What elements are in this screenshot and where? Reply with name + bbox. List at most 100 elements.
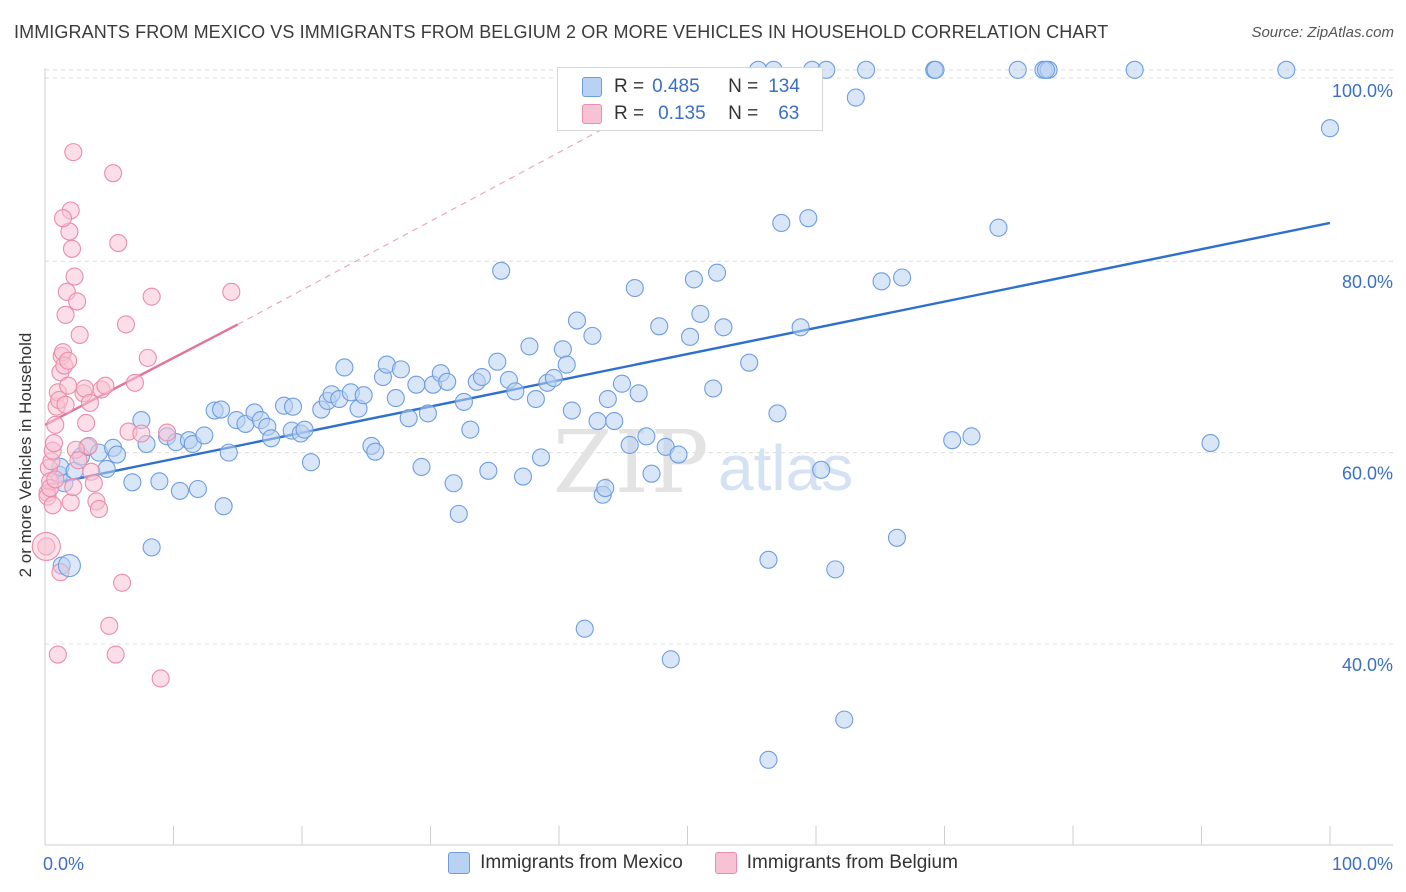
data-point (366, 442, 385, 461)
chart-title: IMMIGRANTS FROM MEXICO VS IMMIGRANTS FRO… (14, 22, 1109, 42)
series-swatch-belgium (714, 852, 737, 874)
x-tick-label-right: 100.0% (1332, 854, 1393, 874)
data-point (65, 267, 84, 286)
data-point (553, 340, 572, 359)
legend-r-label: R = (614, 103, 645, 124)
data-point (132, 424, 151, 443)
data-point (56, 305, 75, 324)
legend: R = 0.485 N = 134 R = 0.135 N = 63 (557, 67, 823, 131)
trendline-belgium (44, 323, 239, 426)
data-point (492, 261, 511, 280)
data-point (151, 669, 170, 688)
data-point (262, 429, 281, 448)
data-point (557, 355, 576, 374)
legend-r-label: R = (614, 76, 645, 97)
data-point (826, 560, 845, 579)
data-point (43, 496, 62, 515)
data-point (188, 479, 207, 499)
data-point (68, 292, 87, 311)
data-point (791, 318, 810, 337)
legend-row-belgium: R = 0.135 N = 63 (558, 101, 799, 127)
data-point (768, 404, 787, 423)
data-point (418, 404, 437, 423)
data-point (56, 395, 75, 414)
data-point (1320, 119, 1340, 138)
data-point (598, 389, 617, 409)
data-point (857, 60, 876, 79)
watermark-zip: ZIP (553, 413, 711, 513)
data-point (1277, 60, 1296, 79)
data-point (335, 358, 354, 377)
data-point (531, 448, 551, 467)
data-point (544, 368, 563, 388)
data-point (116, 315, 136, 334)
data-point (283, 397, 303, 416)
data-point (214, 497, 233, 516)
data-point (1201, 434, 1220, 453)
data-point (684, 270, 703, 289)
data-point (399, 409, 418, 428)
data-point (107, 445, 127, 464)
data-point (513, 467, 533, 486)
y-tick-label: 100.0% (1332, 81, 1393, 101)
data-point (438, 372, 457, 391)
data-point (893, 268, 912, 287)
data-point (681, 327, 700, 346)
data-point (222, 282, 241, 301)
data-point (583, 326, 602, 345)
data-point (575, 619, 594, 638)
data-point (472, 367, 491, 387)
data-point (691, 304, 710, 323)
x-tick-label-left: 0.0% (43, 854, 84, 874)
legend-row-mexico: R = 0.485 N = 134 (558, 74, 800, 100)
data-point (799, 209, 818, 228)
data-point (962, 427, 981, 446)
data-point (605, 411, 624, 431)
legend-r-value-mexico: 0.485 (652, 76, 700, 97)
data-point (625, 278, 644, 298)
data-point (642, 464, 661, 483)
legend-n-value-belgium: 63 (778, 103, 800, 124)
data-point (138, 348, 157, 367)
data-point (444, 474, 463, 493)
data-point (612, 374, 632, 393)
series-legend-belgium: Immigrants from Belgium (714, 852, 958, 874)
data-point (69, 451, 88, 470)
data-point (714, 318, 733, 337)
data-point (158, 423, 177, 442)
data-point (1036, 60, 1056, 79)
legend-n-value-mexico: 134 (768, 76, 800, 97)
data-point (59, 351, 78, 370)
data-point (219, 443, 238, 462)
data-point (295, 420, 314, 439)
data-point (77, 413, 96, 433)
data-points (31, 60, 1340, 769)
data-point (211, 400, 231, 419)
source-label: Source: ZipAtlas.com (1251, 24, 1394, 41)
data-point (57, 554, 81, 578)
data-point (846, 88, 865, 107)
data-point (407, 375, 426, 394)
data-point (104, 164, 123, 183)
data-point (520, 337, 539, 356)
data-point (704, 379, 723, 398)
data-point (759, 750, 778, 769)
data-point (1008, 60, 1027, 79)
data-point (70, 325, 89, 344)
data-point (661, 650, 680, 669)
data-point (142, 287, 161, 306)
data-point (740, 353, 759, 372)
data-point (89, 500, 109, 519)
data-point (835, 710, 854, 729)
data-point (61, 493, 80, 512)
data-point (989, 218, 1008, 237)
data-point (109, 233, 128, 253)
data-point (62, 239, 82, 258)
legend-n-label: N = (728, 103, 759, 124)
data-point (84, 474, 103, 493)
data-point (46, 415, 65, 434)
series-legend: Immigrants from Mexico Immigrants from B… (0, 852, 1406, 874)
data-point (46, 470, 65, 489)
data-point (1125, 60, 1144, 79)
data-point (123, 473, 142, 492)
